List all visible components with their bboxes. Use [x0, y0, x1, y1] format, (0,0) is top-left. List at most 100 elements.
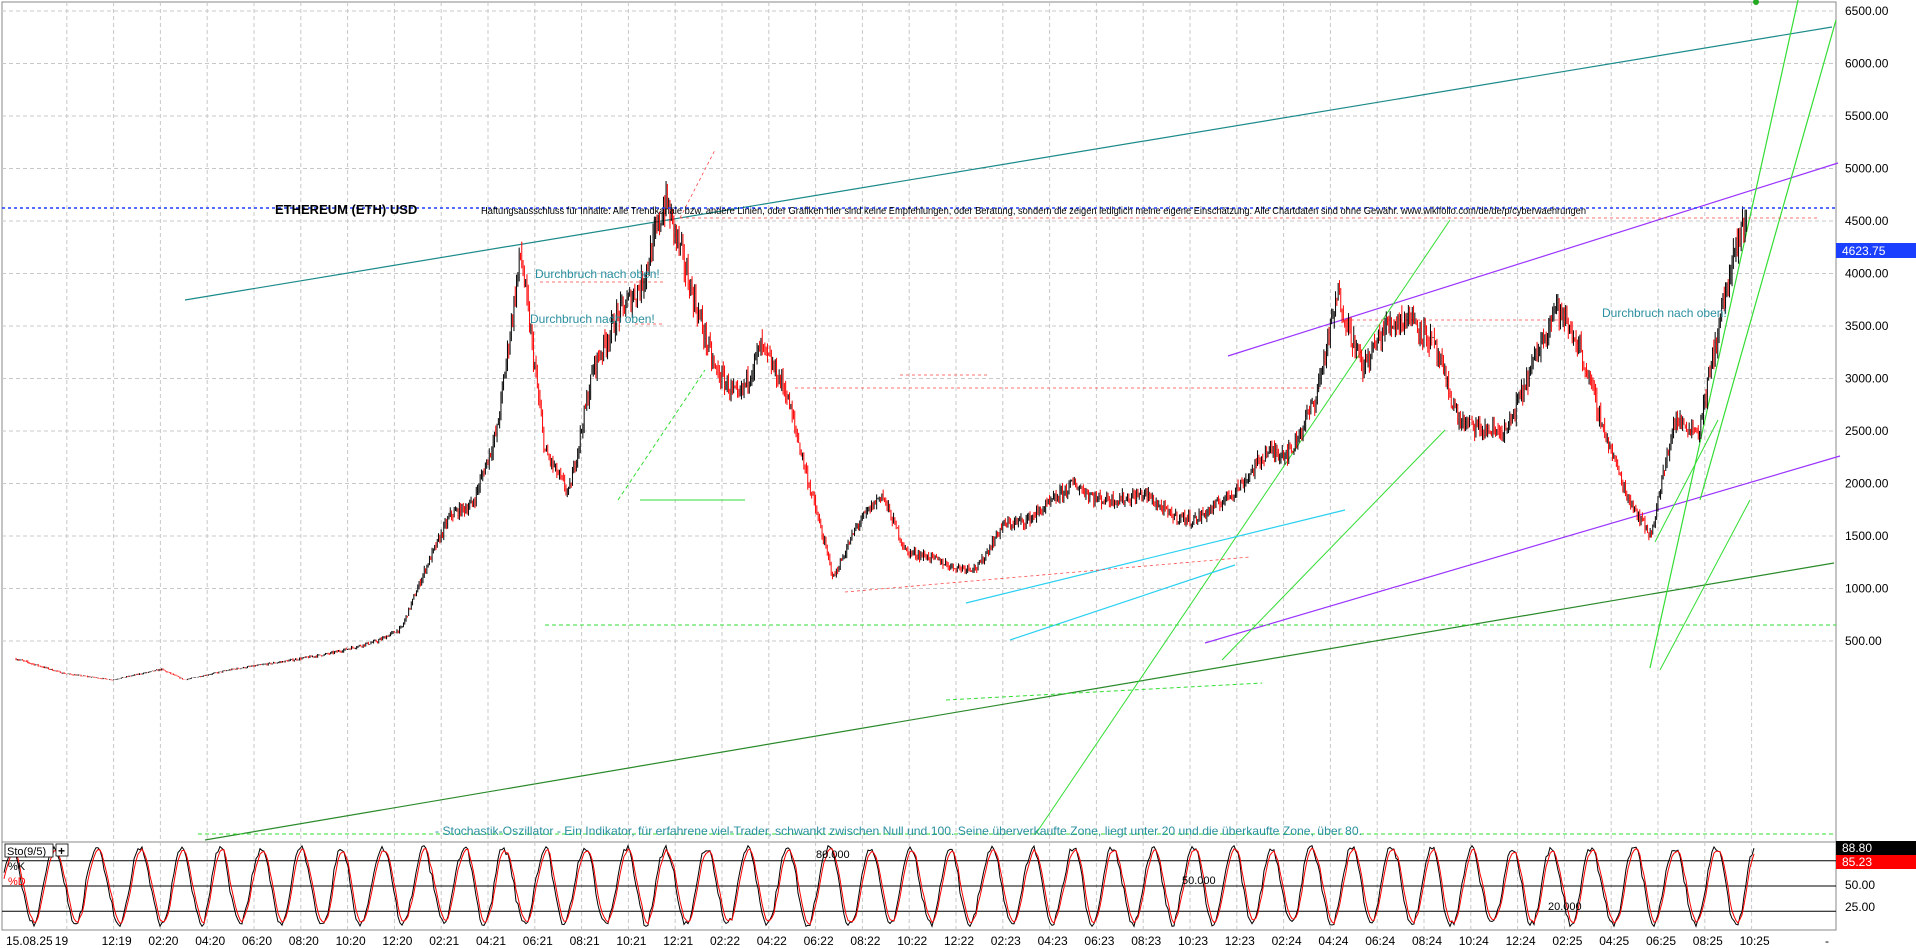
d-label: %D — [8, 876, 26, 888]
sto-add-button[interactable] — [55, 843, 69, 857]
last-price-label: 4623.75 — [1842, 244, 1886, 258]
k-value-label: 88.80 — [1842, 841, 1872, 855]
chart-title: ETHEREUM (ETH) USD — [275, 202, 417, 217]
trend-line — [679, 149, 716, 219]
price-panel-frame — [1, 1, 1837, 843]
y-tick-label: 6000.00 — [1845, 57, 1889, 71]
trend-line — [617, 369, 706, 501]
y-tick-label: 1500.00 — [1845, 529, 1889, 543]
k-label: %K — [8, 861, 26, 873]
sto-tick-25: 25.00 — [1845, 900, 1875, 914]
trend-line — [1699, 19, 1837, 501]
y-axis: 6500.00 6000.00 5500.00 5000.00 4500.00 4000.… — [1845, 4, 1889, 648]
x-tick-label: 02:23 — [991, 934, 1021, 948]
x-tick-label: 06:25 — [1646, 934, 1676, 948]
trend-line — [1649, 0, 1799, 669]
x-tick-label: 12:24 — [1506, 934, 1536, 948]
x-tick-label: 10:22 — [897, 934, 927, 948]
y-tick-label: 2000.00 — [1845, 477, 1889, 491]
y-tick-label: 4500.00 — [1845, 214, 1889, 228]
x-tick-label: 04:23 — [1038, 934, 1068, 948]
k-line — [3, 844, 1755, 928]
plus-icon: + — [58, 844, 65, 858]
x-tick-label: 04:22 — [757, 934, 787, 948]
annotation-breakout-2: Durchbruch nach oben! — [530, 312, 655, 326]
x-tick-label: 19 — [55, 934, 69, 948]
x-tick-label: 06:24 — [1365, 934, 1395, 948]
x-tick-label: 10:24 — [1459, 934, 1489, 948]
x-tick-label: 08:22 — [850, 934, 880, 948]
trend-line — [965, 509, 1346, 604]
annotation-breakout-3: Durchbruch nach oben! — [1602, 306, 1727, 320]
level-20-label: 20.000 — [1548, 901, 1582, 913]
trend-lines — [184, 0, 1841, 841]
disclaimer-text: Haftungsausschluss für Inhalte: Alle Tre… — [481, 206, 1586, 217]
x-tick-label: 06:20 — [242, 934, 272, 948]
x-tick-label: 12:21 — [663, 934, 693, 948]
corner-marker — [1753, 0, 1759, 5]
d-line — [3, 847, 1755, 926]
x-tick-label: 12:19 — [102, 934, 132, 948]
sto-tick-50: 50.00 — [1845, 878, 1875, 892]
y-tick-label: 4000.00 — [1845, 267, 1889, 281]
trend-line — [1227, 162, 1839, 357]
d-value-label: 85.23 — [1842, 855, 1872, 869]
x-tick-label: 04:25 — [1599, 934, 1629, 948]
x-tick-label: 15.08.25 — [6, 934, 53, 948]
x-tick-label: 02:22 — [710, 934, 740, 948]
x-tick-label: 06:23 — [1084, 934, 1114, 948]
x-tick-label: 08:25 — [1693, 934, 1723, 948]
x-tick-label: 10:20 — [336, 934, 366, 948]
grid — [2, 2, 1836, 930]
x-tick-label: 06:21 — [523, 934, 553, 948]
y-tick-label: 6500.00 — [1845, 4, 1889, 18]
x-tick-label: 10:23 — [1178, 934, 1208, 948]
y-tick-label: 2500.00 — [1845, 424, 1889, 438]
trend-line — [1204, 455, 1841, 644]
x-tick-label: 02:21 — [429, 934, 459, 948]
annotation-breakout-1: Durchbruch nach oben! — [535, 267, 660, 281]
y-tick-label: 1000.00 — [1845, 582, 1889, 596]
x-tick-label: 04:21 — [476, 934, 506, 948]
trend-line — [1654, 419, 1719, 543]
x-tick-label: 10:25 — [1740, 934, 1770, 948]
trend-line — [1009, 564, 1236, 641]
x-tick-label: 06:22 — [804, 934, 834, 948]
trend-line — [844, 556, 1251, 593]
trend-line — [945, 682, 1263, 701]
trend-line — [1034, 219, 1451, 836]
trend-line — [204, 562, 1835, 841]
sto-label: Sto(9/5) — [7, 846, 46, 858]
level-50-label: 50.000 — [1182, 875, 1216, 887]
x-tick-label: 08:21 — [570, 934, 600, 948]
trend-line — [184, 26, 1833, 301]
oscillator-note: - Stochastik-Oszillator - Ein Indikator,… — [435, 824, 1362, 838]
sto-label-box — [4, 843, 54, 858]
y-tick-label: 3500.00 — [1845, 319, 1889, 333]
y-tick-label: 3000.00 — [1845, 372, 1889, 386]
x-tick-label: 12:22 — [944, 934, 974, 948]
trend-line — [1659, 499, 1751, 671]
x-tick-label: 02:25 — [1552, 934, 1582, 948]
x-axis: 15.08.25 19 12:19 02:20 04:20 06:20 08:20 10:20… — [6, 934, 1829, 948]
y-tick-label: 5500.00 — [1845, 109, 1889, 123]
k-value-tag — [1836, 841, 1916, 855]
price-candles — [15, 181, 1747, 681]
y-tick-label: 5000.00 — [1845, 162, 1889, 176]
stochastic-oscillator — [2, 844, 1836, 928]
x-tick-label: 02:24 — [1272, 934, 1302, 948]
x-tick-label: 02:20 — [148, 934, 178, 948]
x-tick-label: 10:21 — [616, 934, 646, 948]
x-tick-label: - — [1825, 934, 1829, 948]
level-80-label: 80.000 — [816, 849, 850, 861]
last-price-tag — [1836, 243, 1916, 258]
d-value-tag — [1836, 855, 1916, 869]
y-tick-label: 500.00 — [1845, 634, 1882, 648]
x-tick-label: 08:24 — [1412, 934, 1442, 948]
x-tick-label: 08:23 — [1131, 934, 1161, 948]
x-tick-label: 08:20 — [289, 934, 319, 948]
trend-line — [1221, 429, 1446, 661]
x-tick-label: 12:20 — [382, 934, 412, 948]
x-tick-label: 04:24 — [1318, 934, 1348, 948]
